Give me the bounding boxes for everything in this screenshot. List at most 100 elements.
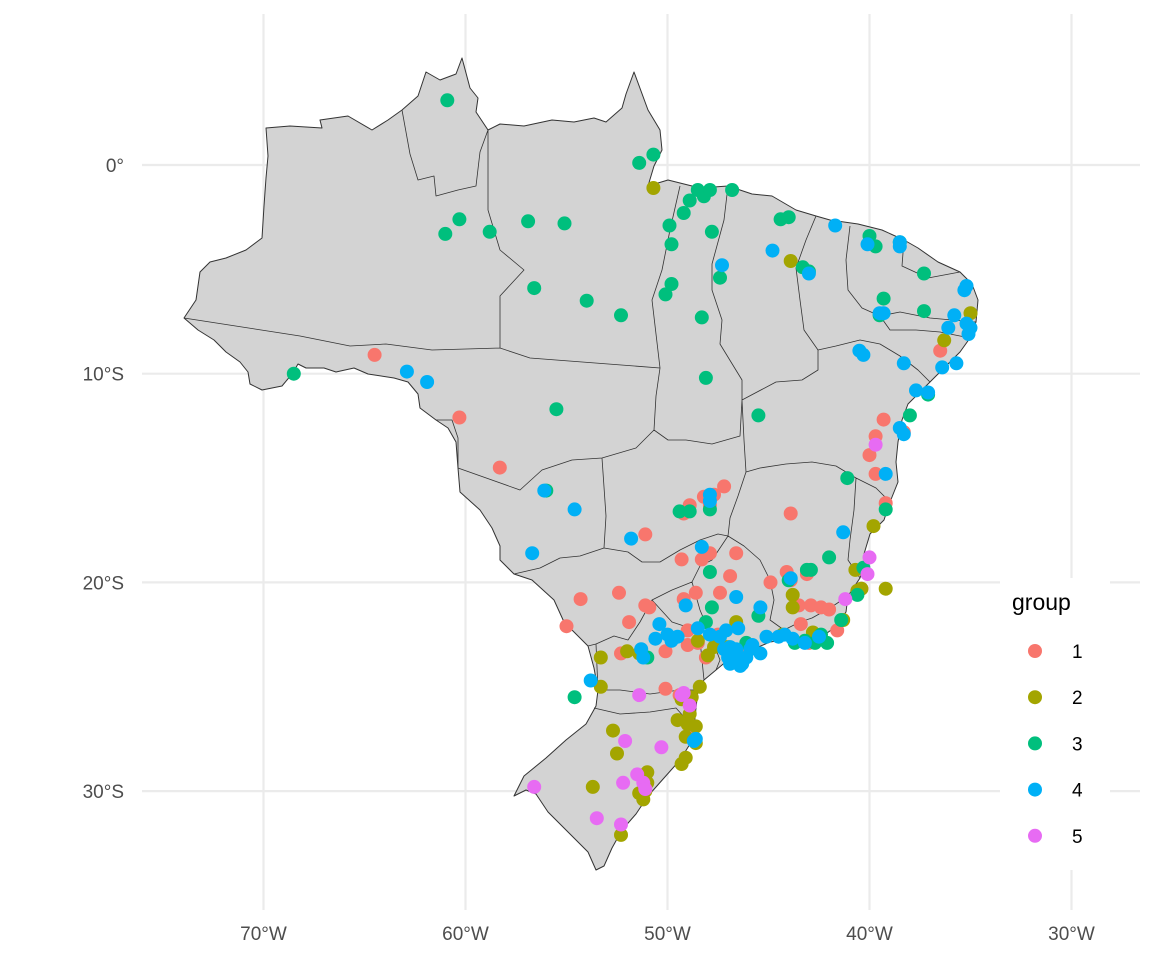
legend-title: group [1012,589,1071,615]
legend-key-label: 5 [1072,827,1083,848]
data-point [567,690,582,705]
data-point [785,631,800,646]
data-point [935,360,950,375]
data-point [828,218,843,233]
data-point [878,502,893,517]
x-tick-label: 60°W [442,924,489,945]
data-point [638,598,653,613]
data-point [557,216,572,231]
x-tick-label: 40°W [846,924,893,945]
data-point [793,617,808,632]
data-point [549,402,564,417]
data-point [399,364,414,379]
legend-key-label: 2 [1072,688,1083,709]
data-point [949,356,964,371]
data-point [751,408,766,423]
data-point [614,817,628,832]
data-point [593,650,608,665]
data-point [909,383,923,398]
data-point [694,539,709,554]
data-point [573,592,588,607]
data-point [937,333,952,348]
data-point [896,356,911,371]
data-point [759,629,774,644]
data-point [618,734,633,748]
legend-key-dot [1028,736,1042,751]
data-point [866,519,881,534]
data-point [731,621,746,636]
data-point [878,581,893,596]
data-point [664,237,679,252]
data-point [860,567,875,582]
data-point [632,155,647,170]
data-point [896,427,911,442]
data-point [878,466,893,481]
data-point [452,410,467,425]
data-point [692,679,707,694]
data-point [482,224,497,239]
data-point [840,471,855,486]
data-point [654,740,669,755]
data-point [947,308,962,323]
data-point [636,650,651,665]
data-point [525,546,540,561]
legend-key-label: 4 [1072,781,1083,802]
data-point [917,304,931,319]
data-point [440,93,455,108]
data-point [672,504,687,519]
data-point [616,775,631,790]
data-point [735,656,750,671]
data-point [702,565,717,579]
data-point [678,750,693,765]
data-point [799,562,814,577]
data-point [527,281,542,296]
data-point [721,650,736,665]
data-point [688,731,703,746]
data-point [771,629,786,644]
data-point [420,375,435,389]
legend-key-dot [1028,690,1042,705]
data-point [876,291,891,306]
data-point [612,585,626,600]
data-point [610,746,624,761]
data-point [438,226,453,241]
data-point [822,550,837,565]
data-point [713,270,727,285]
data-point [636,792,651,807]
data-point [688,719,703,734]
data-point [622,615,637,630]
data-point [646,181,661,195]
data-point [785,587,800,602]
data-point [678,598,693,613]
x-tick-label: 30°W [1048,924,1095,945]
data-point [850,587,865,602]
data-point [702,627,717,642]
data-point [674,688,689,703]
data-point [585,779,600,794]
data-point [638,782,653,796]
data-point [860,237,875,252]
axis-tick-labels: 70°W 60°W 50°W 40°W 30°W 0° 10°S 20°S 30°S [83,156,1095,945]
legend-background [1000,578,1110,870]
data-point [367,347,382,362]
data-point [583,673,598,688]
data-point [624,531,639,546]
data-point [797,635,812,650]
data-point [658,681,673,696]
data-point [921,385,936,400]
data-point [876,412,891,427]
data-point [868,437,883,452]
y-tick-label: 20°S [83,573,124,594]
data-point [670,713,685,728]
data-point [763,575,778,590]
data-point [862,550,877,565]
data-point [682,193,697,208]
data-point [567,502,582,517]
data-point [868,466,883,481]
data-point [682,504,697,519]
data-point [961,327,976,341]
data-point [834,613,849,627]
data-point [702,183,717,197]
data-point [690,633,705,648]
